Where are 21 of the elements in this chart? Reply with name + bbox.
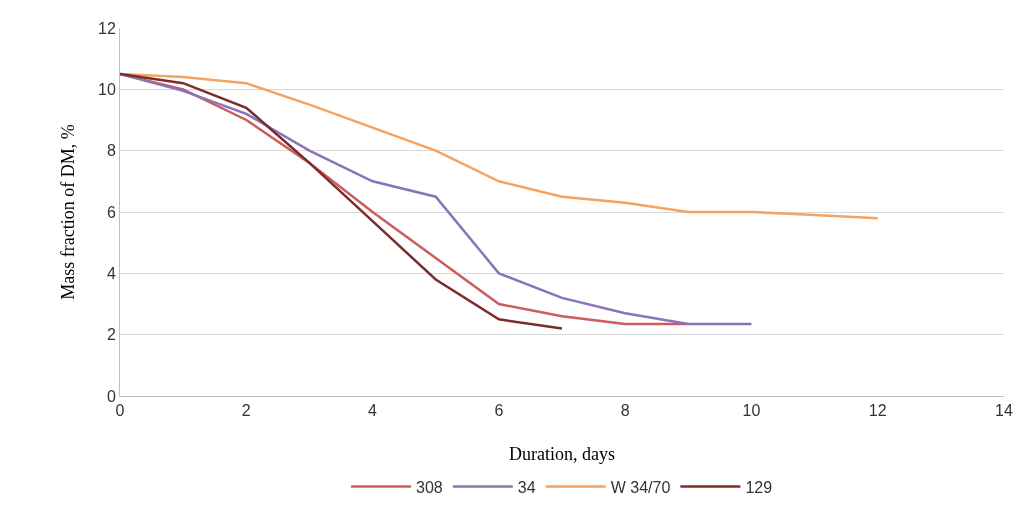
x-tick-label: 12	[868, 402, 887, 420]
x-tick-label: 14	[995, 402, 1013, 420]
legend-label: 308	[416, 478, 443, 496]
y-tick-label: 8	[106, 142, 116, 160]
legend-label: W 34/70	[610, 478, 671, 496]
x-tick-label: 10	[742, 402, 761, 420]
y-tick-label: 12	[98, 19, 116, 37]
x-tick-label: 4	[368, 402, 378, 420]
x-tick-label: 6	[494, 402, 504, 420]
x-tick-label: 8	[620, 402, 630, 420]
legend-label: 34	[517, 478, 536, 496]
x-tick-label: 2	[241, 402, 251, 420]
y-tick-label: 6	[106, 203, 116, 221]
y-tick-label: 4	[106, 264, 116, 282]
line-series	[120, 72, 564, 330]
y-tick-label: 2	[106, 326, 116, 344]
y-tick-label: 10	[98, 80, 116, 98]
y-tick-label: 0	[106, 387, 116, 405]
x-axis-title: Duration, days	[509, 444, 615, 464]
y-axis-title: Mass fraction of DM, %	[58, 124, 78, 300]
legend-label: 129	[745, 478, 773, 496]
